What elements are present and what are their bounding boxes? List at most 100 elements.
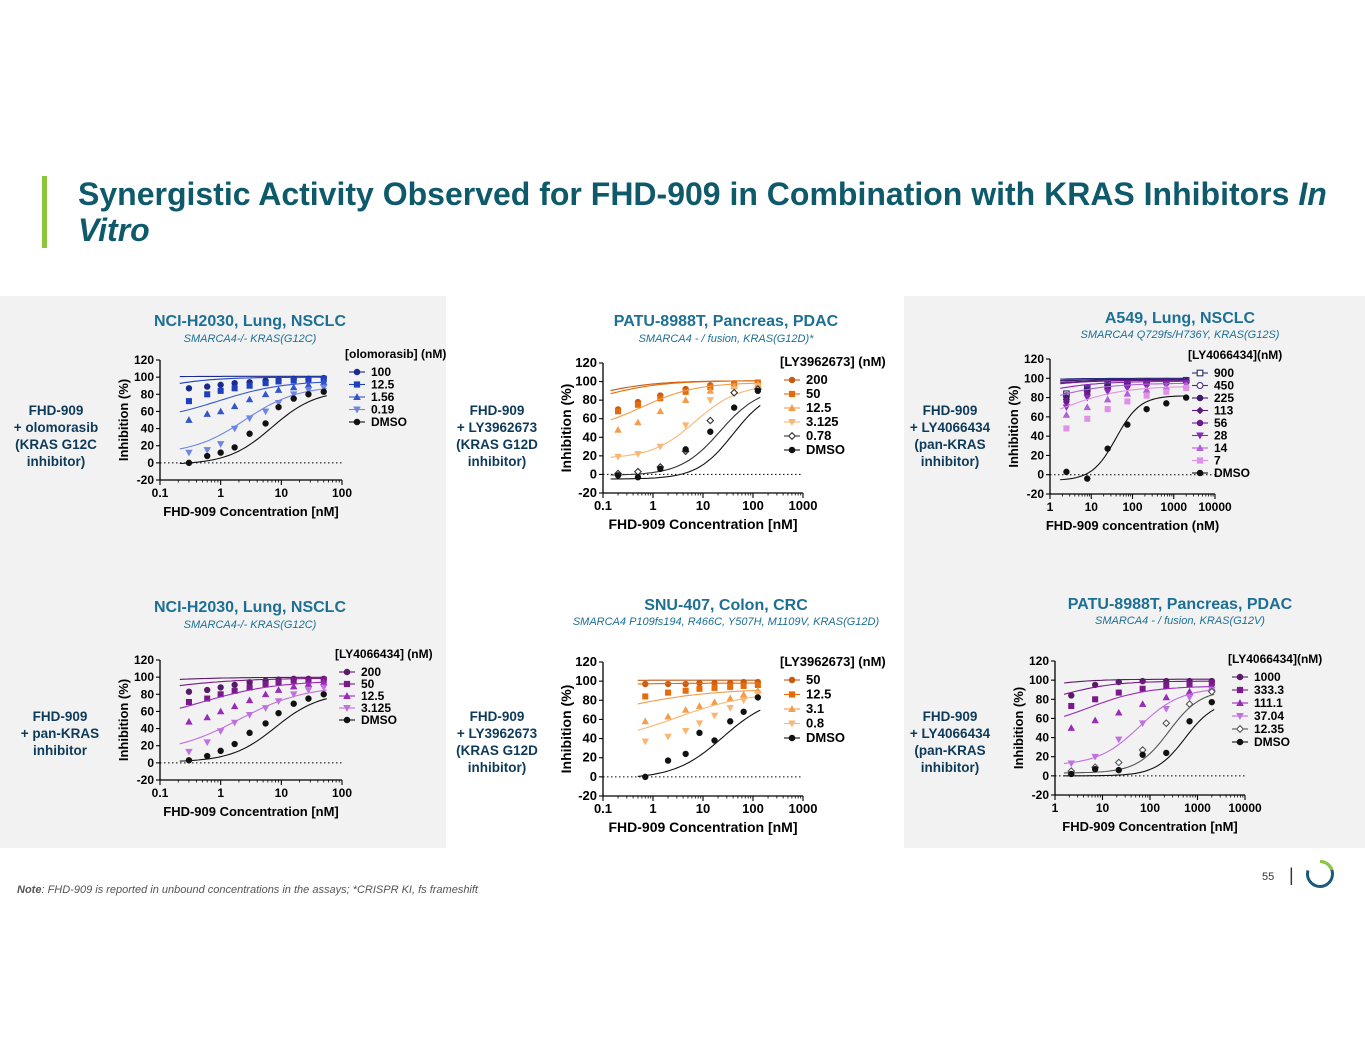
data-point [682, 680, 689, 688]
data-point [1162, 719, 1171, 728]
y-tick-label: 60 [141, 404, 155, 418]
data-point [1104, 445, 1111, 452]
data-point [1139, 751, 1146, 758]
x-tick-label: 100 [1140, 801, 1160, 815]
x-tick-label: 1 [649, 498, 656, 513]
fit-curve [610, 380, 761, 395]
y-tick-label: 20 [583, 750, 597, 765]
data-point [1208, 698, 1215, 706]
side-label-line: FHD-909 [28, 403, 84, 418]
series-dmso [637, 694, 762, 781]
fit-curve [610, 396, 761, 476]
title-accent-bar [42, 176, 47, 248]
x-tick-label: 10 [696, 801, 710, 816]
data-point [217, 381, 224, 389]
data-point [656, 443, 665, 451]
legend-marker [353, 381, 361, 388]
data-point [706, 397, 715, 404]
legend-entry: DMSO [339, 713, 397, 727]
data-point [245, 711, 254, 719]
legend-marker [1196, 369, 1204, 377]
x-tick-label: 1000 [1184, 801, 1211, 815]
y-tick-label: 120 [1024, 352, 1044, 366]
fit-curve [179, 381, 327, 413]
data-point [204, 695, 211, 702]
data-point [203, 739, 211, 747]
data-point [706, 416, 715, 425]
y-tick-label: 120 [1029, 654, 1049, 668]
x-tick-label: 1 [217, 486, 224, 500]
fit-curve [1060, 382, 1189, 396]
legend-entry: DMSO [784, 730, 845, 745]
data-point [1062, 411, 1071, 418]
data-point [217, 449, 224, 456]
side-label-line: + LY3962673 [456, 420, 538, 435]
side-label-ly4066434: FHD-909 + LY4066434 (pan-KRAS inhibitor) [898, 708, 1002, 776]
legend-label: 900 [1214, 366, 1234, 380]
y-tick-label: 0 [1042, 769, 1049, 783]
data-point [1183, 384, 1190, 391]
x-tick-label: 1000 [1160, 500, 1187, 514]
chart-title: NCI-H2030, Lung, NSCLC [153, 599, 346, 616]
fit-curve [637, 689, 761, 705]
series-1.56 [179, 378, 328, 423]
legend-marker [788, 705, 796, 712]
dose-response-chart-patu-ly3962673: -20 0 20 40 60 80 100 120 0.1 1 10 100 1000 FHD-909 C… [558, 354, 886, 532]
series-dmso [610, 387, 762, 481]
data-point [707, 428, 714, 435]
data-point [1091, 765, 1099, 773]
y-tick-label: 40 [583, 731, 597, 746]
x-tick-label: 1 [1052, 801, 1059, 815]
data-point [1123, 389, 1132, 397]
data-point [320, 384, 328, 392]
legend-entry: 0.78 [784, 428, 831, 443]
x-tick-label: 1000 [789, 801, 818, 816]
series-dmso [1064, 698, 1215, 778]
y-tick-label: 80 [1036, 692, 1050, 706]
legend-label: 7 [1214, 454, 1221, 468]
series-111.1 [1063, 683, 1216, 731]
legend-marker [343, 692, 351, 699]
data-point [261, 705, 270, 712]
data-point [217, 747, 224, 755]
data-point [665, 689, 672, 696]
chart-title: PATU-8988T, Pancreas, PDAC [613, 313, 839, 330]
chart-subtitle: SMARCA4 - / fusion, KRAS(G12V) [1095, 615, 1265, 627]
legend-label: 56 [1214, 416, 1228, 430]
legend-label: DMSO [361, 713, 397, 727]
legend-entry: 3.125 [784, 414, 839, 429]
legend-marker [353, 393, 361, 400]
y-tick-label: 100 [134, 370, 154, 384]
y-axis-label: Inhibition (%) [116, 379, 131, 461]
legend-title: [LY3962673] (nM) [780, 354, 886, 369]
legend-label: 100 [371, 365, 391, 379]
series-50 [179, 676, 327, 706]
y-tick-label: -20 [578, 788, 597, 803]
side-label-line: FHD-909 [922, 709, 978, 724]
fit-curve [637, 682, 761, 685]
chart-subtitle: SMARCA4 - / fusion, KRAS(G12D)* [638, 333, 814, 345]
data-point [304, 387, 313, 394]
data-point [262, 680, 269, 688]
data-point [290, 677, 297, 684]
chart-subtitle: SMARCA4-/- KRAS(G12C) [183, 333, 317, 345]
fit-curve [1063, 685, 1215, 717]
legend-marker [343, 668, 351, 676]
data-point [739, 697, 748, 705]
data-point [305, 695, 312, 702]
data-point [231, 444, 238, 451]
fit-curve [179, 677, 327, 687]
data-point [216, 728, 225, 735]
legend-label: 450 [1214, 379, 1234, 393]
legend-entry: 113 [1192, 404, 1234, 418]
legend-label: 12.35 [1254, 722, 1284, 736]
legend-title: [LY4066434](nM) [1228, 652, 1322, 666]
side-label-ly3962673: FHD-909 + LY3962673 (KRAS G12D inhibitor… [445, 402, 549, 470]
y-tick-label: 0 [147, 456, 154, 470]
fit-curve [179, 698, 327, 762]
legend-entry: 100 [349, 365, 391, 379]
data-point [261, 390, 270, 398]
side-label-pan-kras: FHD-909 + pan-KRAS inhibitor [4, 708, 116, 759]
page-number: 55 [1262, 871, 1275, 883]
fit-curve [637, 709, 761, 777]
